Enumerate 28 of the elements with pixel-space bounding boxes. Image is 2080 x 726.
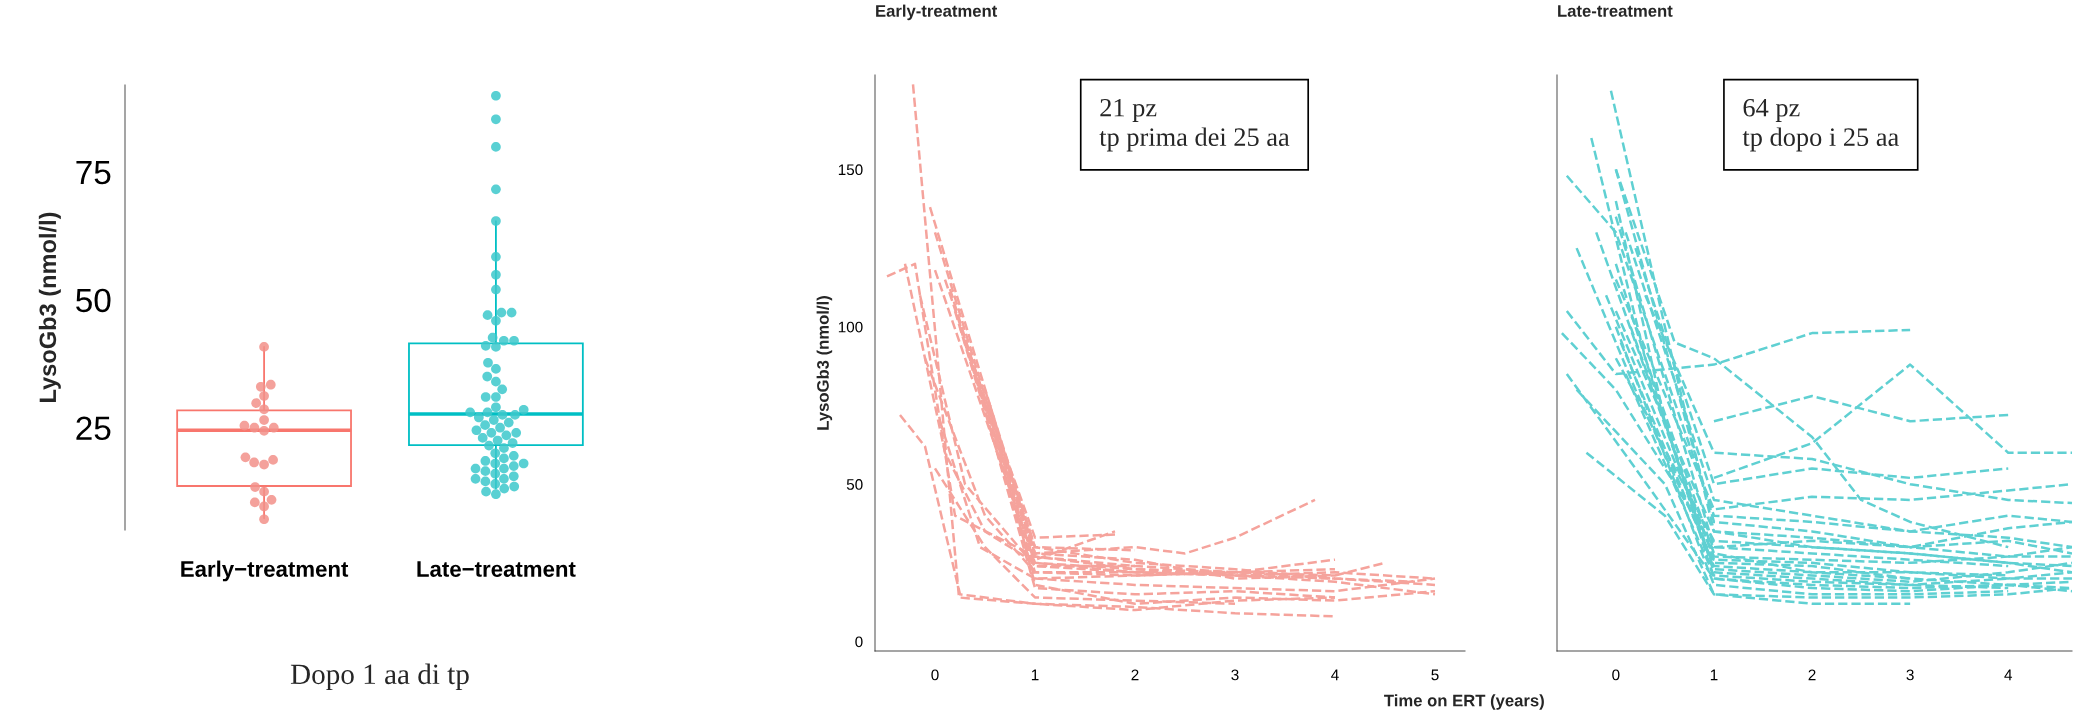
text: Dopo 1 aa di tp	[290, 663, 469, 691]
x-tick-label: 0	[931, 669, 939, 681]
x-tick-label: Late−treatment	[417, 561, 576, 577]
chart-title: Early-treatment	[876, 4, 998, 21]
y-tick-label: 100	[838, 321, 863, 333]
x-tick-label: 3	[1906, 669, 1914, 681]
y-tick-label: 25	[76, 416, 111, 441]
x-axis-title: Time on ERT (years)	[1384, 694, 1544, 710]
x-tick-label: 4	[2004, 669, 2013, 681]
y-axis-title: LysoGb3 (nmol/l)	[816, 296, 833, 430]
x-tick-label: Early−treatment	[181, 560, 349, 582]
y-axis-title: LysoGb3 (nmol/l)	[38, 212, 61, 402]
x-tick-label: 1	[1031, 669, 1039, 681]
y-tick-label: 50	[846, 479, 863, 490]
x-tick-label: 5	[1431, 669, 1439, 681]
y-tick-label: 0	[855, 636, 863, 648]
y-tick-label: 75	[76, 161, 111, 185]
x-tick-label: 1	[1710, 669, 1718, 681]
x-tick-label: 3	[1231, 669, 1239, 681]
chart-title: Late-treatment	[1558, 5, 1673, 17]
annotation: 21 pz tp prima dei 25 aa	[1099, 98, 1290, 152]
y-tick-label: 150	[838, 164, 863, 176]
x-tick-label: 2	[1808, 669, 1816, 681]
x-tick-label: 4	[1331, 669, 1339, 681]
annotation: 64 pz tp dopo i 25 aa	[1742, 98, 1899, 152]
x-tick-label: 2	[1131, 669, 1139, 681]
x-tick-label: 0	[1612, 669, 1620, 681]
y-tick-label: 50	[76, 288, 111, 313]
